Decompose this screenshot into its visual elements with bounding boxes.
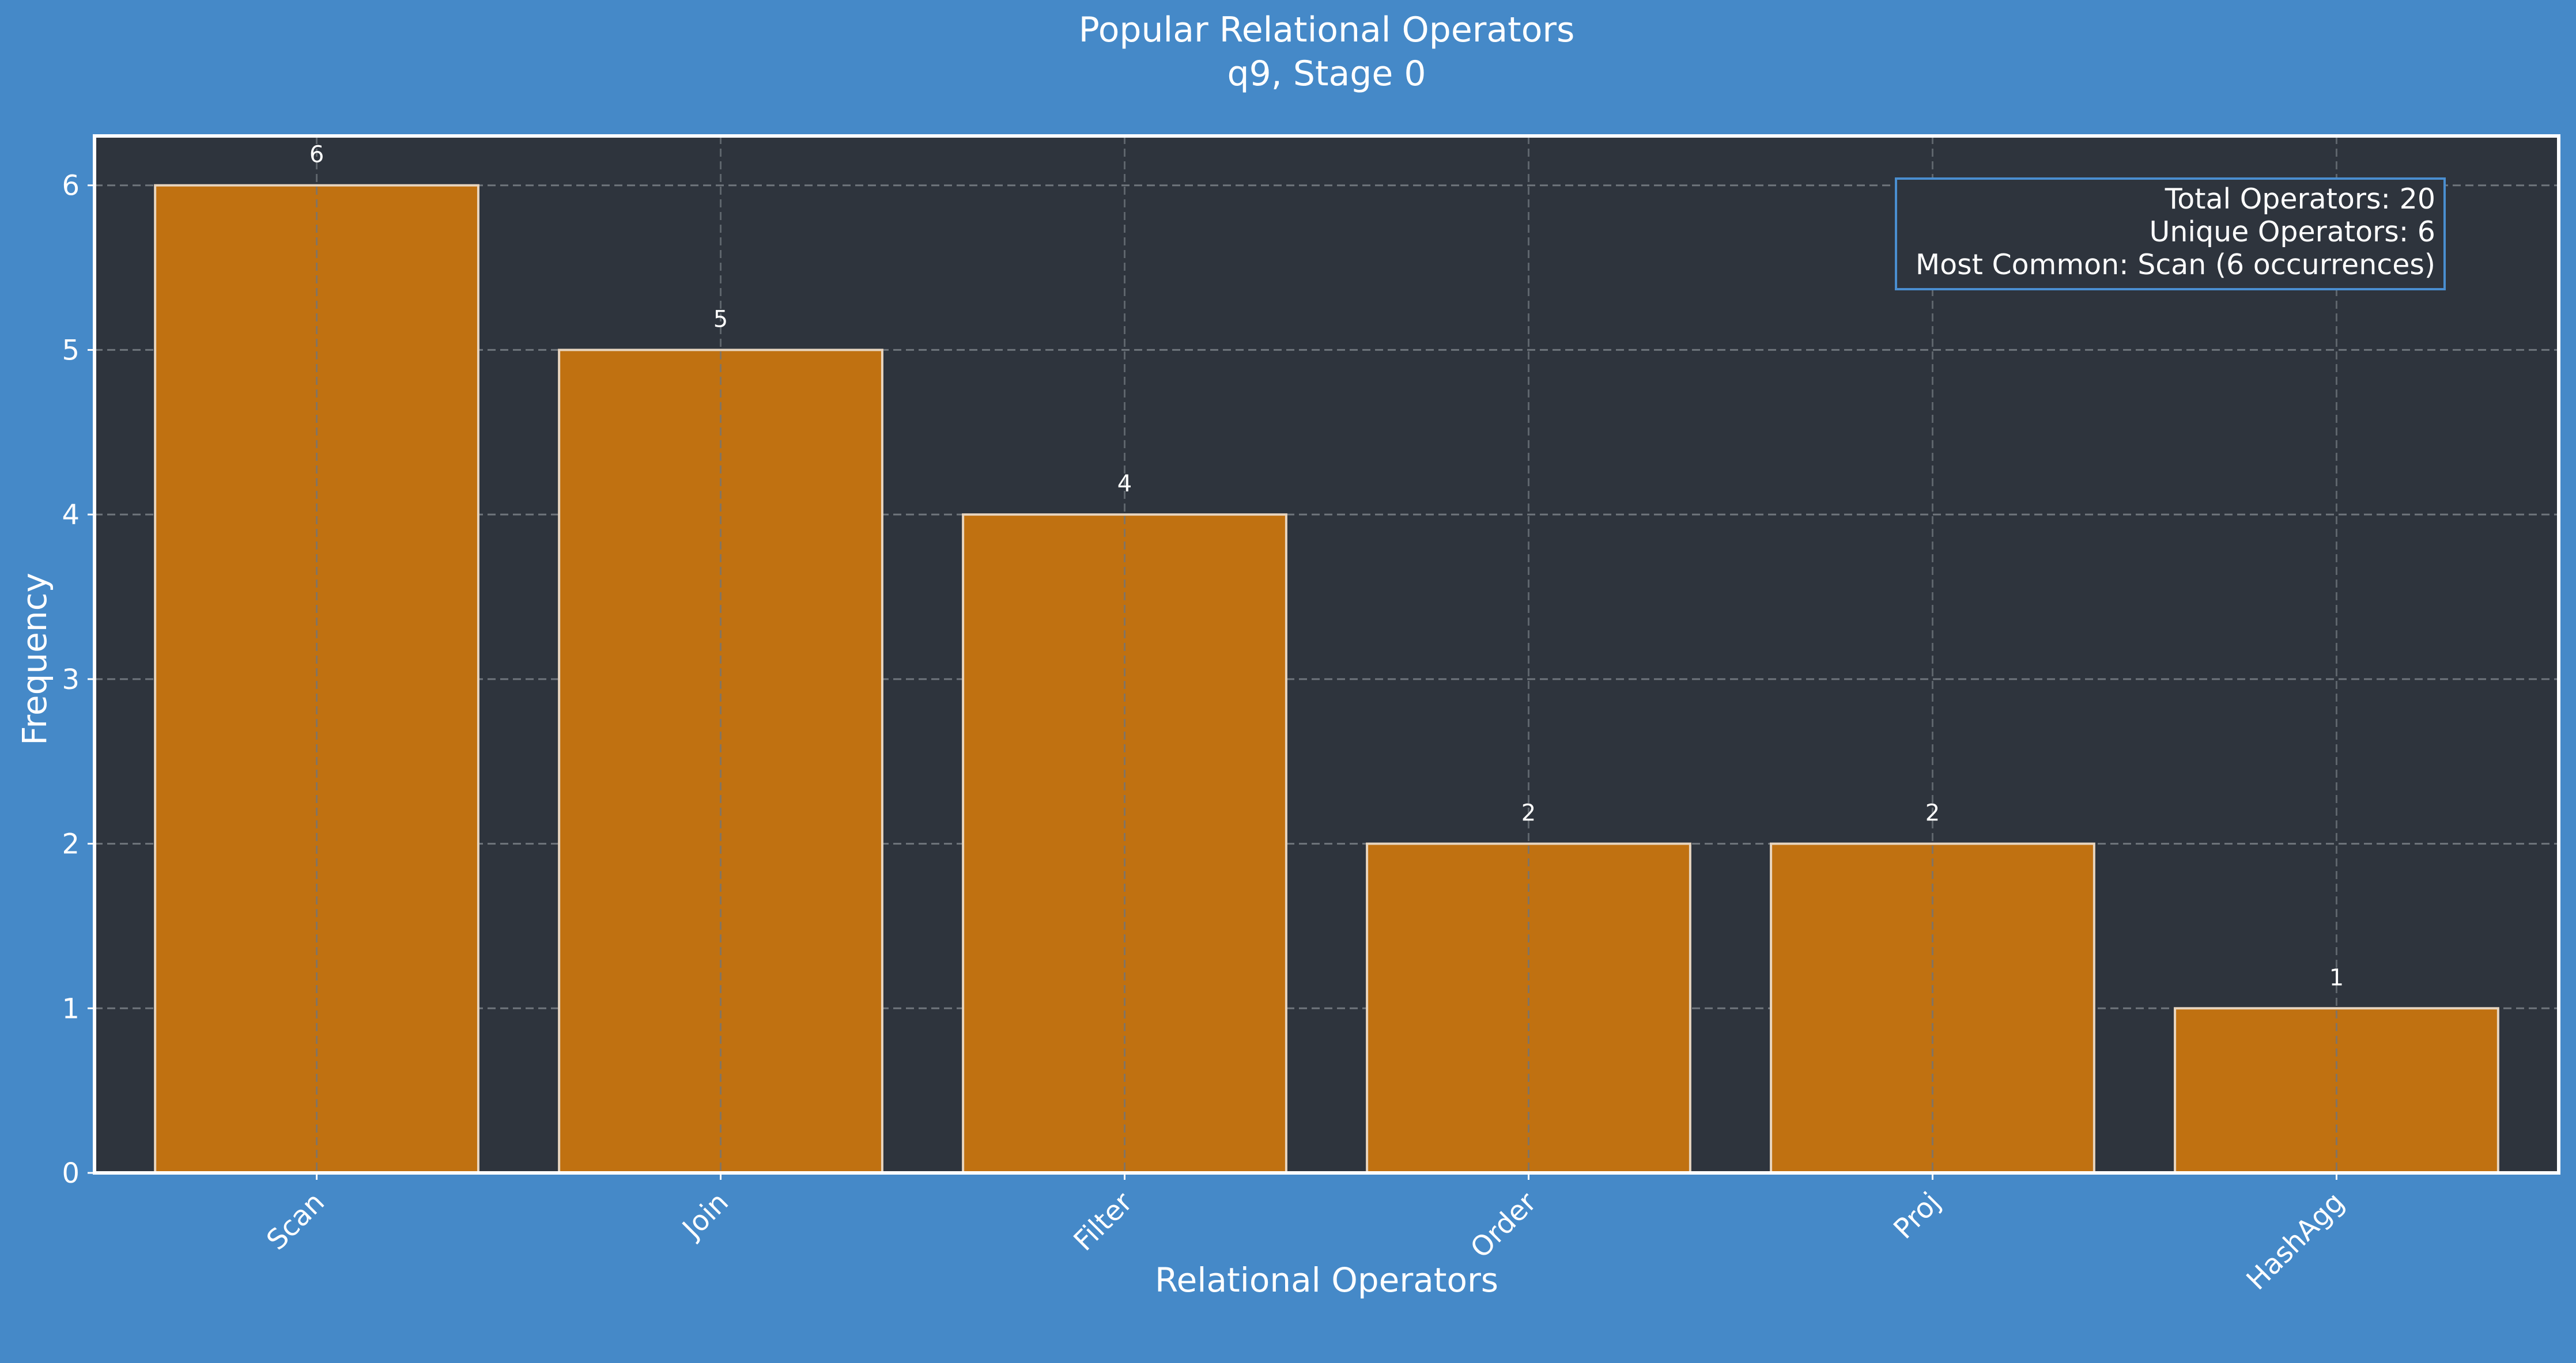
x-tick-label-hashagg: HashAgg <box>2241 1186 2351 1296</box>
y-tick-label: 0 <box>62 1157 80 1190</box>
data-label-join: 5 <box>713 306 728 332</box>
y-axis-ticks: 0 1 2 3 4 5 6 <box>62 170 95 1190</box>
y-tick-label: 6 <box>62 170 80 202</box>
y-tick-label: 3 <box>62 664 80 696</box>
x-tick-label-proj: Proj <box>1887 1186 1947 1245</box>
bar-scan <box>154 184 479 1175</box>
stats-box-frame <box>1895 177 2446 290</box>
plot-frame <box>93 134 2560 1175</box>
y-tick-label: 2 <box>62 828 80 861</box>
stats-most-common: Most Common: Scan (6 occurrences) <box>1916 248 2435 281</box>
x-tick-label-filter: Filter <box>1067 1186 1139 1258</box>
x-tick-label-join: Join <box>675 1186 735 1245</box>
data-label-proj: 2 <box>1925 800 1940 827</box>
data-label-order: 2 <box>1521 800 1536 827</box>
plot-area <box>95 136 2559 1173</box>
y-tick-label: 4 <box>62 499 80 531</box>
data-label-scan: 6 <box>309 142 324 168</box>
x-axis-label: Relational Operators <box>1155 1260 1498 1300</box>
chart-subtitle: q9, Stage 0 <box>1227 54 1426 94</box>
data-label-hashagg: 1 <box>2329 964 2344 991</box>
bar-proj <box>1770 842 2095 1174</box>
data-labels: 6 5 4 2 2 1 <box>309 142 2344 991</box>
y-tick-label: 1 <box>62 993 80 1025</box>
x-tick-label-order: Order <box>1464 1186 1543 1264</box>
x-tick-label-scan: Scan <box>260 1186 331 1256</box>
stats-box: Total Operators: 20 Unique Operators: 6 … <box>1895 177 2446 290</box>
y-axis-label: Frequency <box>15 573 54 745</box>
stats-total-operators: Total Operators: 20 <box>2165 183 2435 215</box>
bar-order <box>1366 842 1691 1174</box>
vertical-grid <box>316 136 2337 1173</box>
y-tick-label: 5 <box>62 334 80 366</box>
data-label-filter: 4 <box>1117 471 1132 497</box>
stats-unique-operators: Unique Operators: 6 <box>2149 215 2435 248</box>
chart-title: Popular Relational Operators <box>1079 10 1575 50</box>
